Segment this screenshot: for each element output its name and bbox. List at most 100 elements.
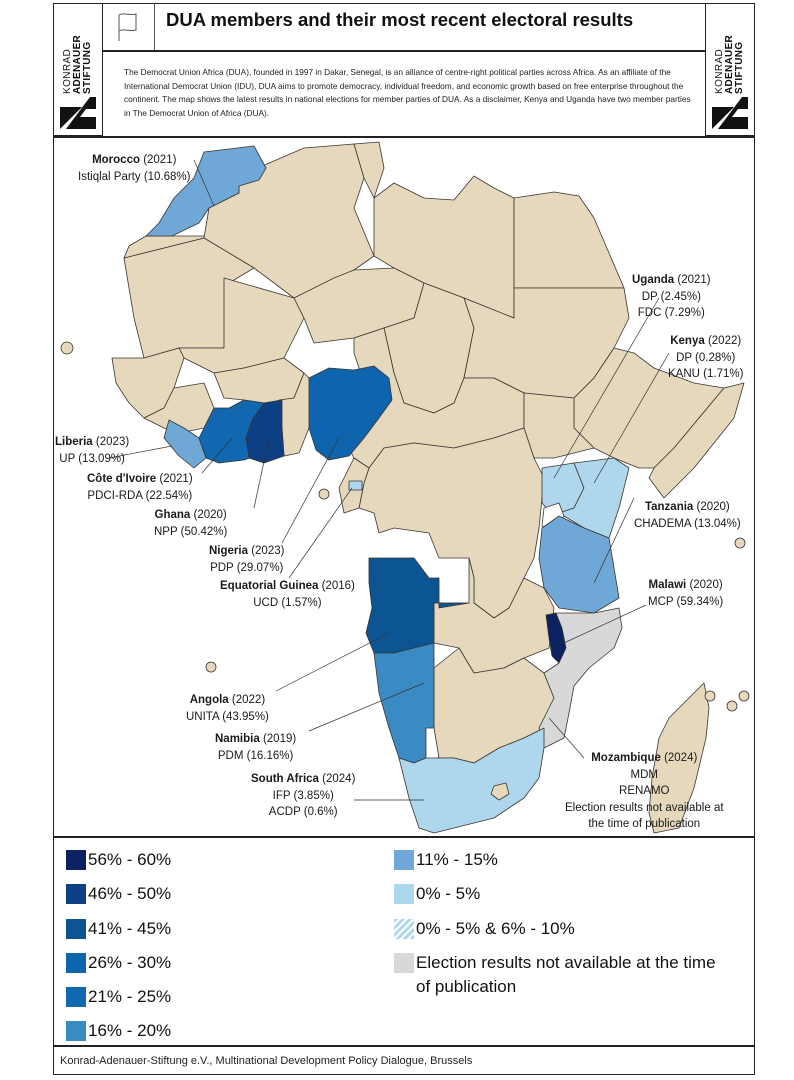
island: [318, 488, 330, 500]
legend-swatch: [394, 850, 414, 870]
country-name: Kenya: [670, 335, 705, 347]
leader-line: [275, 632, 390, 692]
label-south-africa: South Africa (2024) IFP (3.85%) ACDP (0.…: [251, 771, 355, 821]
party-result: Election results not available at: [565, 801, 724, 814]
country-madagascar: [648, 682, 710, 834]
legend-label: 0% - 5%: [416, 884, 481, 903]
legend-label: Election results not available at the ti…: [416, 953, 716, 996]
country-tanzania: [538, 515, 620, 614]
label-equatorial-guinea: Equatorial Guinea (2016) UCD (1.57%): [220, 578, 355, 611]
election-year: (2020): [689, 579, 723, 591]
legend-item: 56% - 60%: [66, 848, 171, 872]
country-name: Ghana: [154, 509, 191, 521]
leader-line: [308, 682, 425, 732]
divider: [53, 1045, 755, 1047]
country-mozambique: [538, 607, 623, 749]
party-result: PDP (29.07%): [210, 561, 284, 574]
flag-box: [102, 3, 155, 50]
legend-swatch: [66, 850, 86, 870]
country-name: Namibia: [215, 733, 260, 745]
country-name: South Africa: [251, 773, 319, 785]
island: [205, 661, 217, 673]
label-morocco: Morocco (2021) Istiqlal Party (10.68%): [78, 152, 191, 185]
logo-text-line3: STIFTUNG: [82, 41, 93, 94]
country-nigeria: [308, 365, 393, 461]
logo-text-line3: STIFTUNG: [734, 41, 745, 94]
election-year: (2024): [322, 773, 356, 785]
party-result: FDC (7.29%): [637, 307, 705, 319]
legend-label: 41% - 45%: [88, 919, 172, 938]
country-tunisia: [353, 141, 385, 199]
country-liberia: [163, 419, 207, 469]
party-result: MDM: [630, 768, 658, 781]
legend-label: 56% - 60%: [88, 850, 172, 869]
party-result: NPP (50.42%): [154, 525, 228, 538]
label-nigeria: Nigeria (2023) PDP (29.07%): [209, 543, 284, 576]
country-namibia: [373, 642, 435, 764]
election-year: (2022): [231, 694, 266, 706]
country-name: Tanzania: [644, 501, 694, 513]
island: [60, 341, 74, 355]
country-name: Equatorial Guinea: [220, 580, 319, 592]
election-year: (2024): [664, 752, 698, 764]
party-result: the time of publication: [588, 818, 701, 830]
country-name: Morocco: [92, 154, 140, 166]
party-result: IFP (3.85%): [272, 789, 334, 802]
legend-label: 21% - 25%: [88, 987, 172, 1006]
election-year: (2019): [262, 733, 297, 745]
page-frame: [53, 3, 755, 1075]
country-name: Uganda: [632, 274, 675, 286]
legend-item: 46% - 50%: [66, 882, 171, 906]
footer-credit: Konrad-Adenauer-Stiftung e.V., Multinati…: [60, 1055, 473, 1067]
legend-swatch: [66, 884, 86, 904]
leader-line: [563, 604, 647, 644]
election-year: (2021): [677, 274, 711, 286]
island: [704, 690, 716, 702]
country-south-africa: [398, 727, 545, 834]
election-year: (2016): [321, 580, 355, 592]
party-result: UNITA (43.95%): [186, 710, 269, 723]
leader-line: [201, 437, 233, 474]
legend-swatch: [394, 953, 414, 973]
country-lesotho: [490, 782, 510, 801]
country-horn: [648, 382, 745, 499]
leader-line: [193, 159, 215, 207]
label-tanzania: Tanzania (2020) CHADEMA (13.04%): [634, 499, 741, 532]
kas-logo-mark-icon: [712, 97, 748, 129]
party-result: PDCI-RDA (22.54%): [87, 489, 193, 502]
country-name: Côte d'Ivoire: [87, 473, 157, 485]
legend-label: 11% - 15%: [416, 850, 498, 869]
legend-item: 21% - 25%: [66, 985, 171, 1009]
country-name: Nigeria: [209, 545, 248, 557]
legend-item: 41% - 45%: [66, 917, 171, 941]
party-result: CHADEMA (13.04%): [634, 517, 741, 530]
leader-line: [253, 437, 270, 509]
description: The Democrat Union Africa (DUA), founded…: [124, 67, 691, 118]
election-year: (2021): [143, 154, 177, 166]
label-kenya: Kenya (2022) DP (0.28%) KANU (1.71%): [668, 333, 743, 383]
party-result: DP (2.45%): [641, 290, 701, 303]
divider: [53, 136, 755, 138]
legend-swatch: [394, 884, 414, 904]
legend-item: Election results not available at the ti…: [394, 951, 734, 999]
election-year: (2021): [159, 473, 193, 485]
party-result: ACDP (0.6%): [268, 806, 338, 818]
leader-line: [593, 497, 635, 584]
party-result: Istiqlal Party (10.68%): [78, 170, 191, 183]
legend-item: 11% - 15%: [394, 848, 498, 872]
island: [726, 700, 738, 712]
election-year: (2022): [707, 335, 742, 347]
legend-swatch: [66, 953, 86, 973]
legend-label: 16% - 20%: [88, 1021, 172, 1040]
legend-swatch: [394, 919, 414, 939]
party-result: RENAMO: [619, 785, 670, 797]
election-year: (2023): [95, 436, 130, 448]
island: [738, 690, 750, 702]
legend-label: 46% - 50%: [88, 884, 172, 903]
country-equatorial-guinea: [348, 480, 363, 491]
legend-label: 26% - 30%: [88, 953, 172, 972]
country-name: Liberia: [55, 436, 93, 448]
leader-line: [548, 717, 585, 759]
election-year: (2023): [251, 545, 285, 557]
flag-icon: [118, 13, 137, 41]
